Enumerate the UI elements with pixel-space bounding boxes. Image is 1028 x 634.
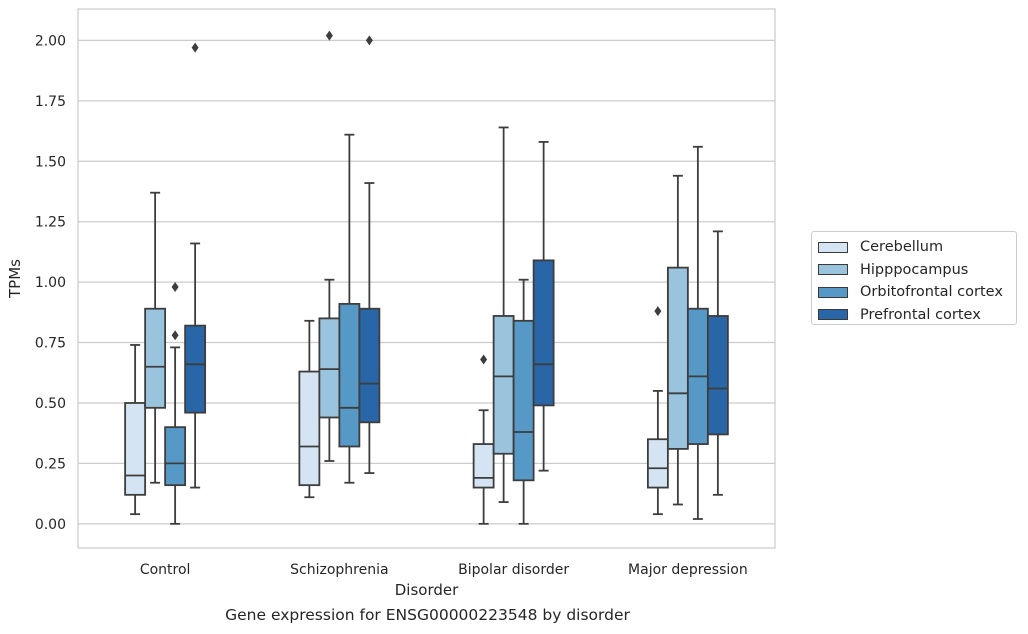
box-2-3 — [686, 145, 709, 520]
x-tick-label: Bipolar disorder — [458, 562, 569, 578]
outlier-point — [654, 306, 662, 317]
legend-label-hippocampus: Hipppocampus — [860, 261, 969, 278]
y-tick-label: 2.00 — [35, 33, 66, 49]
legend-swatch-prefrontal-cortex — [818, 309, 848, 321]
legend-label-prefrontal-cortex: Prefrontal cortex — [860, 306, 981, 323]
box-0-0 — [124, 344, 147, 516]
box-body — [472, 443, 495, 489]
box-1-3 — [666, 174, 689, 506]
box-1-1 — [318, 30, 341, 462]
outlier-point — [191, 42, 199, 53]
x-tick-label: Major depression — [628, 562, 748, 578]
y-tick-label: 0.25 — [35, 456, 66, 472]
y-tick-labels: 0.00 0.25 0.50 0.75 1.00 1.25 1.50 1.75 2.00 — [35, 33, 66, 532]
box-body — [124, 402, 147, 496]
y-tick-label: 0.50 — [35, 396, 66, 412]
outlier-point — [480, 354, 488, 365]
legend-swatch-hippocampus — [818, 264, 848, 276]
box-3-0 — [184, 42, 207, 489]
box-3-1 — [358, 35, 381, 474]
box-body — [144, 307, 167, 409]
legend-item-hippocampus: Hipppocampus — [818, 259, 1016, 282]
y-tick-label: 1.50 — [35, 154, 66, 170]
legend-item-prefrontal-cortex: Prefrontal cortex — [818, 304, 1016, 327]
box-2-2 — [512, 278, 535, 525]
box-body — [646, 438, 669, 489]
box-0-2 — [472, 354, 495, 525]
legend-label-orbitofrontal-cortex: Orbitofrontal cortex — [860, 284, 1003, 301]
y-tick-label: 0.00 — [35, 517, 66, 533]
box-1-2 — [492, 126, 515, 503]
plot-frame — [77, 8, 776, 549]
y-tick-label: 1.00 — [35, 275, 66, 291]
legend-swatch-cerebellum — [818, 241, 848, 253]
chart-caption: Gene expression for ENSG00000223548 by d… — [225, 606, 630, 624]
y-axis-label: TPMs — [6, 259, 24, 299]
legend-item-orbitofrontal-cortex: Orbitofrontal cortex — [818, 281, 1016, 304]
legend-label-cerebellum: Cerebellum — [860, 239, 944, 256]
legend: Cerebellum Hipppocampus Orbitofrontal co… — [811, 231, 1017, 325]
box-2-1 — [338, 133, 361, 484]
box-0-3 — [646, 306, 669, 516]
outlier-point — [171, 330, 179, 341]
outlier-point — [325, 30, 333, 41]
box-body — [184, 324, 207, 414]
legend-item-cerebellum: Cerebellum — [818, 236, 1016, 259]
box-body — [706, 315, 729, 436]
x-axis-label: Disorder — [395, 581, 459, 599]
x-tick-label: Control — [140, 562, 191, 578]
box-body — [338, 302, 361, 448]
box-body — [512, 319, 535, 482]
outlier-point — [365, 35, 373, 46]
box-3-2 — [532, 141, 555, 472]
x-tick-label: Schizophrenia — [290, 562, 388, 578]
box-1-0 — [144, 191, 167, 484]
box-3-3 — [706, 230, 729, 496]
box-body — [666, 266, 689, 450]
box-0-1 — [298, 319, 321, 499]
legend-swatch-orbitofrontal-cortex — [818, 286, 848, 298]
outlier-point — [171, 281, 179, 292]
boxes — [124, 30, 729, 525]
x-tick-labels: Control Schizophrenia Bipolar disorder Majo… — [140, 562, 748, 578]
box-body — [318, 317, 341, 419]
box-body — [164, 426, 187, 487]
box-body — [492, 315, 515, 455]
box-body — [358, 307, 381, 424]
box-body — [532, 259, 555, 407]
y-tick-label: 1.75 — [35, 94, 66, 110]
box-body — [298, 370, 321, 487]
box-2-0 — [164, 281, 187, 525]
y-tick-label: 0.75 — [35, 336, 66, 352]
y-tick-label: 1.25 — [35, 215, 66, 231]
